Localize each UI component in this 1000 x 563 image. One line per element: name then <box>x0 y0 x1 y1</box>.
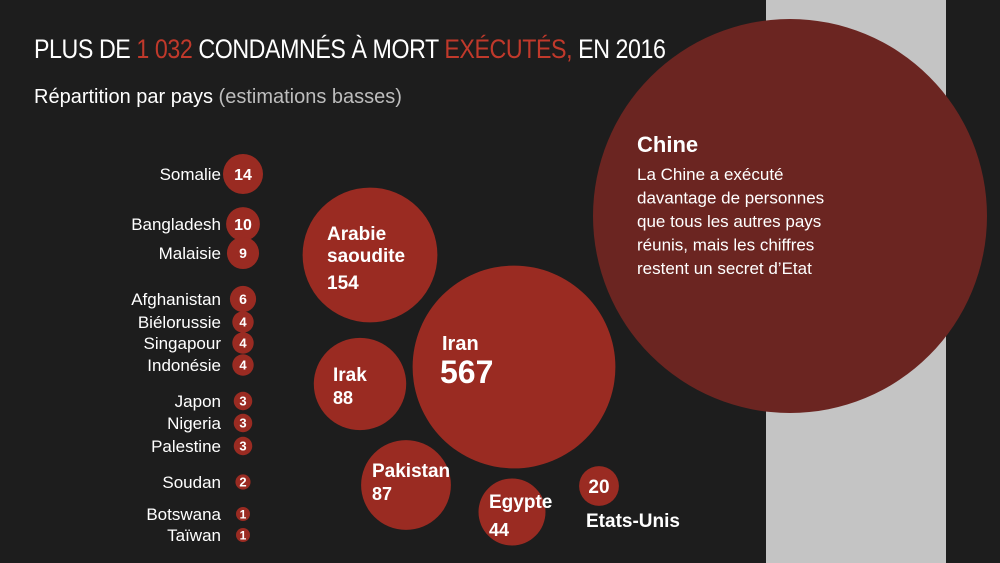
value-egypte: 44 <box>489 520 509 540</box>
note-chine-line-4: réunis, mais les chiffres <box>637 236 814 255</box>
label-chine: Chine <box>637 132 698 157</box>
label-iran: Iran <box>442 333 479 355</box>
value-pakistan: 87 <box>372 484 392 504</box>
label-arabie-saoudite-2: saoudite <box>327 246 405 267</box>
label-malaisie: Malaisie <box>159 244 221 263</box>
value-japon: 3 <box>239 394 246 409</box>
label-japon: Japon <box>175 392 221 411</box>
label-etats-unis: Etats-Unis <box>586 511 680 532</box>
label-taiwan: Taïwan <box>167 526 221 545</box>
bubble-japon <box>233 391 253 411</box>
value-afghanistan: 6 <box>239 291 247 307</box>
bubble-soudan <box>235 474 251 490</box>
value-arabie-saoudite: 154 <box>327 273 359 294</box>
value-somalie: 14 <box>234 167 252 184</box>
subtitle-main: Répartition par pays <box>34 86 213 108</box>
label-botswana: Botswana <box>146 505 221 524</box>
label-somalie: Somalie <box>160 165 221 184</box>
bubble-pakistan <box>361 440 451 530</box>
chart-title: PLUS DE 1 032 CONDAMNÉS À MORT EXÉCUTÉS,… <box>34 34 666 65</box>
value-bielorussie: 4 <box>239 315 247 330</box>
value-bangladesh: 10 <box>234 217 252 234</box>
chart-subtitle: Répartition par pays (estimations basses… <box>34 86 402 109</box>
bubble-arabie-saoudite <box>302 187 438 323</box>
value-indonesie: 4 <box>239 358 247 373</box>
value-nigeria: 3 <box>239 416 246 431</box>
note-chine-line-5: restent un secret d’Etat <box>637 259 812 278</box>
label-bangladesh: Bangladesh <box>131 215 221 234</box>
value-malaisie: 9 <box>239 245 247 261</box>
note-chine-line-2: davantage de personnes <box>637 189 824 208</box>
title-year: EN 2016 <box>572 34 666 64</box>
bubble-taiwan <box>236 528 250 542</box>
bubble-palestine <box>233 436 253 456</box>
bubble-egypte <box>478 478 546 546</box>
value-soudan: 2 <box>239 475 246 490</box>
label-pakistan: Pakistan <box>372 461 450 482</box>
label-irak: Irak <box>333 365 367 386</box>
bubble-afghanistan <box>229 285 257 313</box>
bubble-singapour <box>232 332 254 354</box>
title-number: 1 032 <box>136 34 193 64</box>
bubble-irak <box>313 337 407 431</box>
bubble-malaisie <box>226 236 260 270</box>
value-singapour: 4 <box>239 336 247 351</box>
title-highlight: EXÉCUTÉS, <box>444 34 573 64</box>
label-egypte: Egypte <box>489 492 552 513</box>
bubble-botswana <box>236 507 250 521</box>
subtitle-note: (estimations basses) <box>212 86 402 108</box>
bubble-bielorussie <box>232 311 254 333</box>
value-etats-unis: 20 <box>588 477 609 498</box>
label-arabie-saoudite-1: Arabie <box>327 224 386 245</box>
note-chine-line-1: La Chine a exécuté <box>637 165 784 184</box>
bubble-indonesie <box>232 354 254 376</box>
label-bielorussie: Biélorussie <box>138 313 221 332</box>
bubble-bangladesh <box>226 207 260 241</box>
bubble-somalie <box>222 153 264 195</box>
label-afghanistan: Afghanistan <box>131 290 221 309</box>
title-text-2: CONDAMNÉS À MORT <box>192 34 445 64</box>
label-nigeria: Nigeria <box>167 414 221 433</box>
label-palestine: Palestine <box>151 437 221 456</box>
bubble-iran <box>412 265 616 469</box>
value-iran: 567 <box>440 354 493 390</box>
title-text: PLUS DE <box>34 34 137 64</box>
value-botswana: 1 <box>240 507 247 521</box>
label-indonesie: Indonésie <box>147 356 221 375</box>
value-palestine: 3 <box>239 439 246 454</box>
bubble-chine <box>593 19 987 413</box>
label-singapour: Singapour <box>143 334 221 353</box>
value-taiwan: 1 <box>240 528 247 542</box>
value-irak: 88 <box>333 388 353 408</box>
bubble-nigeria <box>233 413 253 433</box>
bubble-etats-unis <box>579 466 619 506</box>
label-soudan: Soudan <box>162 473 221 492</box>
note-chine-line-3: que tous les autres pays <box>637 212 821 231</box>
